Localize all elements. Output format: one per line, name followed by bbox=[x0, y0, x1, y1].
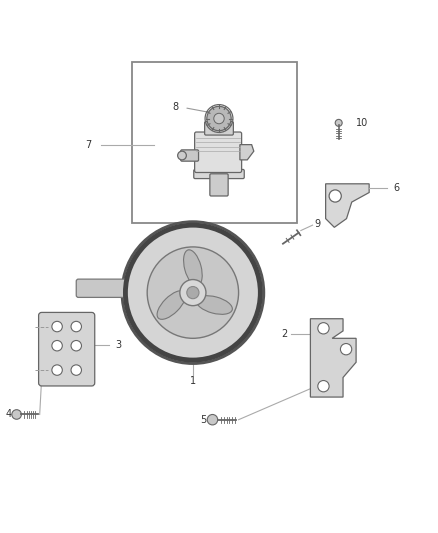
Circle shape bbox=[207, 107, 231, 131]
Polygon shape bbox=[311, 319, 356, 397]
Circle shape bbox=[71, 365, 81, 375]
Text: 5: 5 bbox=[200, 415, 206, 425]
Ellipse shape bbox=[196, 296, 233, 314]
Bar bbox=[132, 62, 297, 223]
Ellipse shape bbox=[157, 290, 186, 319]
Text: 3: 3 bbox=[116, 340, 122, 350]
Circle shape bbox=[318, 322, 329, 334]
Polygon shape bbox=[240, 144, 254, 160]
Circle shape bbox=[71, 321, 81, 332]
Circle shape bbox=[207, 415, 218, 425]
Text: 1: 1 bbox=[190, 376, 196, 386]
Circle shape bbox=[329, 190, 341, 202]
Text: 9: 9 bbox=[315, 219, 321, 229]
Text: 4: 4 bbox=[6, 409, 12, 419]
FancyBboxPatch shape bbox=[181, 150, 198, 161]
Text: 2: 2 bbox=[281, 329, 287, 339]
Text: 7: 7 bbox=[85, 140, 92, 150]
FancyBboxPatch shape bbox=[194, 169, 244, 179]
Circle shape bbox=[12, 410, 21, 419]
Circle shape bbox=[187, 287, 199, 298]
Circle shape bbox=[52, 321, 62, 332]
Circle shape bbox=[147, 247, 239, 338]
Circle shape bbox=[335, 119, 342, 126]
Circle shape bbox=[340, 344, 352, 355]
Circle shape bbox=[122, 222, 264, 364]
Polygon shape bbox=[325, 184, 369, 228]
FancyBboxPatch shape bbox=[194, 132, 242, 173]
Circle shape bbox=[52, 365, 62, 375]
Text: 10: 10 bbox=[356, 118, 368, 128]
Ellipse shape bbox=[184, 250, 202, 286]
Text: 6: 6 bbox=[393, 183, 399, 193]
Circle shape bbox=[180, 279, 206, 305]
Circle shape bbox=[52, 341, 62, 351]
Text: 8: 8 bbox=[173, 102, 179, 112]
FancyBboxPatch shape bbox=[39, 312, 95, 386]
Circle shape bbox=[318, 381, 329, 392]
Circle shape bbox=[214, 114, 224, 124]
FancyBboxPatch shape bbox=[205, 122, 233, 135]
FancyBboxPatch shape bbox=[210, 174, 228, 196]
Circle shape bbox=[71, 341, 81, 351]
FancyBboxPatch shape bbox=[76, 279, 127, 297]
Circle shape bbox=[178, 151, 186, 160]
Circle shape bbox=[125, 225, 260, 360]
